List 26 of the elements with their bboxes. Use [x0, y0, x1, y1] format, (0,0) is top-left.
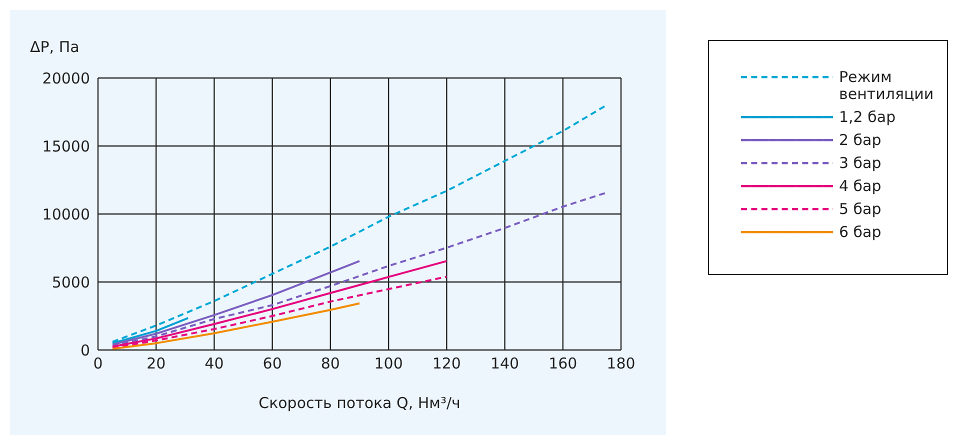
x-tick-label: 60	[262, 354, 282, 373]
legend-label: 5 бар	[839, 200, 882, 218]
y-tick-label: 0	[80, 341, 90, 360]
x-tick-label: 180	[606, 354, 636, 373]
x-tick-label: 160	[548, 354, 578, 373]
x-tick-label: 140	[490, 354, 520, 373]
legend-label: 1,2 бар	[839, 108, 897, 126]
y-tick-label: 15000	[42, 137, 90, 156]
x-axis-title: Скорость потока Q, Нм³/ч	[258, 394, 460, 412]
line-series	[112, 104, 608, 343]
y-tick-label: 20000	[42, 69, 90, 88]
y-axis-title: ΔP, Па	[30, 38, 80, 56]
x-tick-label: 120	[432, 354, 461, 373]
legend-label: 2 бар	[839, 131, 882, 149]
x-tick-label: 80	[320, 354, 340, 373]
legend-label: Режим вентиляции	[839, 68, 935, 103]
y-tick-label: 10000	[42, 205, 90, 224]
line-series	[112, 302, 360, 350]
y-tick-label: 5000	[52, 273, 90, 292]
legend-label: 4 бар	[839, 177, 882, 195]
x-tick-label: 40	[204, 354, 224, 373]
x-tick-label: 100	[374, 354, 403, 373]
legend-label: 6 бар	[839, 223, 882, 241]
x-tick-label: 20	[146, 354, 166, 373]
x-tick-label: 0	[93, 354, 103, 373]
legend-label: 3 бар	[839, 154, 882, 172]
